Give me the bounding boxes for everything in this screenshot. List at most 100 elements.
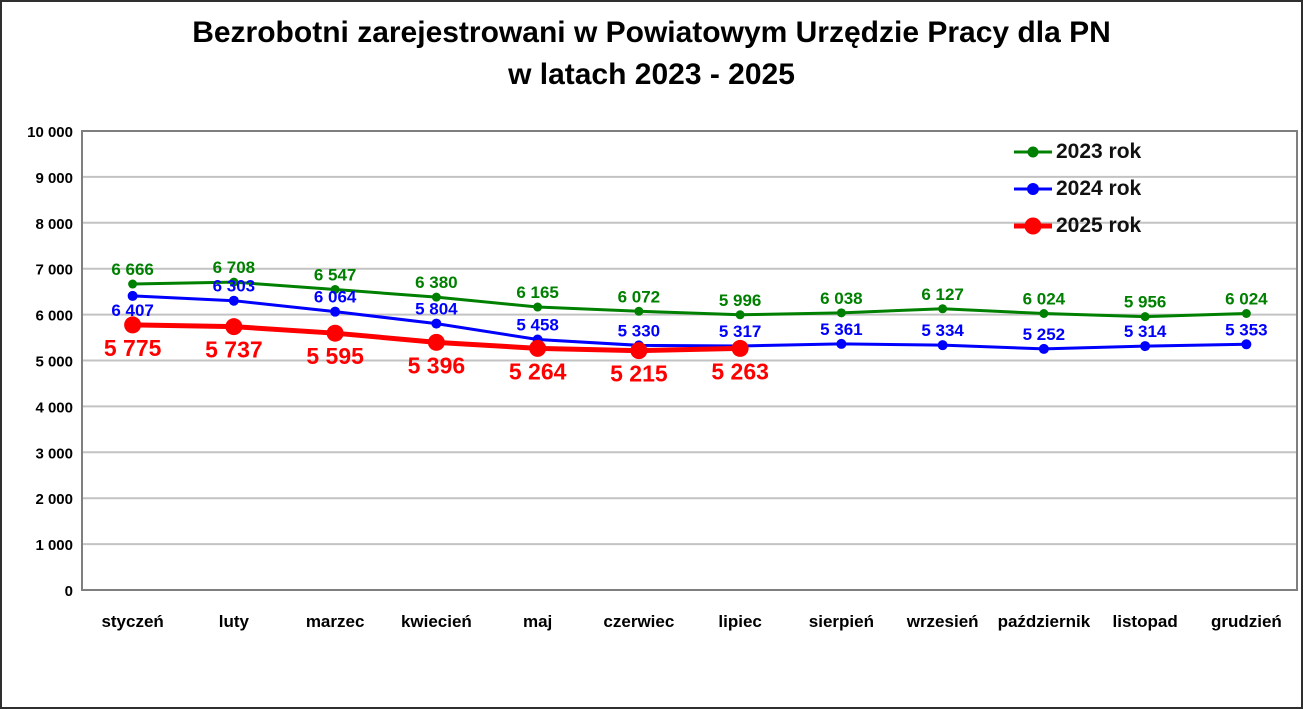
data-point-2023-rok	[128, 279, 138, 289]
data-point-2023-rok	[634, 306, 644, 316]
data-point-2025-rok	[731, 339, 749, 357]
data-label-2025-rok: 5 396	[408, 352, 466, 378]
x-tick-label: kwiecień	[401, 612, 472, 631]
x-tick-label: lipiec	[718, 612, 761, 631]
legend-item-2024[interactable]: 2024 rok	[1012, 170, 1141, 207]
data-point-2023-rok	[1140, 312, 1150, 322]
chart-title-line1: Bezrobotni zarejestrowani w Powiatowym U…	[192, 16, 1111, 49]
x-tick-label: sierpień	[809, 612, 874, 631]
data-point-2024-rok	[836, 338, 847, 349]
data-label-2023-rok: 6 380	[415, 273, 458, 292]
data-label-2023-rok: 5 996	[719, 291, 762, 310]
legend-label-2024: 2024 rok	[1056, 176, 1142, 200]
data-point-2024-rok	[228, 295, 239, 306]
data-label-2024-rok: 6 407	[111, 301, 154, 320]
legend-marker-2023-icon	[1014, 146, 1052, 157]
data-point-2024-rok	[330, 306, 341, 317]
data-point-2023-rok	[229, 277, 239, 287]
data-point-2025-rok	[326, 324, 344, 342]
x-tick-label: luty	[219, 612, 250, 631]
x-tick-label: czerwiec	[603, 612, 674, 631]
y-tick-label: 8 000	[35, 216, 73, 233]
data-label-2024-rok: 5 330	[618, 321, 661, 340]
data-point-2025-rok	[124, 316, 142, 334]
data-point-2023-rok	[1039, 308, 1049, 318]
data-point-2025-rok	[225, 318, 243, 336]
y-tick-label: 10 000	[27, 124, 73, 141]
y-tick-label: 6 000	[35, 308, 73, 325]
x-tick-label: grudzień	[1211, 612, 1282, 631]
y-tick-label: 4 000	[35, 399, 73, 416]
data-label-2024-rok: 5 458	[516, 315, 559, 334]
chart-title: Bezrobotni zarejestrowani w Powiatowym U…	[2, 12, 1301, 96]
y-tick-label: 1 000	[35, 537, 73, 554]
data-point-2023-rok	[735, 310, 745, 320]
series-line-2024-rok	[132, 294, 1247, 351]
data-point-2023-rok	[836, 308, 846, 318]
data-label-2024-rok: 5 314	[1124, 322, 1167, 341]
data-label-2023-rok: 6 666	[111, 260, 154, 279]
data-label-2024-rok: 5 334	[921, 321, 964, 340]
data-label-2024-rok: 6 303	[213, 277, 256, 296]
y-tick-label: 9 000	[35, 170, 73, 187]
x-tick-label: styczeń	[101, 612, 163, 631]
data-point-2023-rok	[1241, 308, 1251, 318]
data-label-2025-rok: 5 264	[509, 358, 567, 384]
y-tick-label: 7 000	[35, 262, 73, 279]
legend-label-2023: 2023 rok	[1056, 139, 1142, 163]
x-tick-label: listopad	[1113, 612, 1178, 631]
y-tick-label: 0	[65, 583, 73, 600]
legend-marker-2024-icon	[1014, 182, 1052, 195]
data-label-2024-rok: 5 353	[1225, 320, 1268, 339]
data-label-2023-rok: 5 956	[1124, 293, 1167, 312]
data-label-2023-rok: 6 165	[516, 283, 559, 302]
x-tick-label: wrzesień	[906, 612, 979, 631]
data-label-2023-rok: 6 024	[1225, 289, 1268, 308]
data-point-2023-rok	[938, 304, 948, 314]
data-label-2024-rok: 5 804	[415, 300, 458, 319]
data-label-2025-rok: 5 595	[306, 343, 364, 369]
data-point-2023-rok	[330, 284, 340, 294]
data-point-2025-rok	[529, 339, 547, 357]
data-label-2024-rok: 5 252	[1023, 325, 1066, 344]
data-label-2023-rok: 6 038	[820, 289, 863, 308]
series-line-2023-rok	[132, 280, 1247, 319]
chart-title-line2: w latach 2023 - 2025	[508, 58, 795, 91]
x-tick-label: marzec	[306, 612, 365, 631]
data-point-2025-rok	[630, 342, 648, 360]
data-label-2025-rok: 5 263	[711, 358, 769, 384]
data-point-2023-rok	[431, 292, 441, 302]
data-label-2023-rok: 6 072	[618, 287, 661, 306]
y-tick-label: 2 000	[35, 491, 73, 508]
data-label-2024-rok: 5 317	[719, 322, 762, 341]
data-label-2024-rok: 6 064	[314, 288, 357, 307]
legend-label-2025: 2025 rok	[1056, 213, 1142, 237]
legend-item-2023[interactable]: 2023 rok	[1012, 133, 1141, 170]
data-label-2025-rok: 5 215	[610, 361, 668, 387]
data-point-2024-rok	[431, 318, 442, 329]
data-label-2023-rok: 6 547	[314, 265, 357, 284]
data-point-2023-rok	[533, 302, 543, 312]
x-tick-label: październik	[998, 612, 1091, 631]
data-label-2025-rok: 5 775	[104, 335, 162, 361]
data-label-2023-rok: 6 024	[1023, 289, 1066, 308]
plot-border	[81, 130, 1298, 591]
data-label-2023-rok: 6 127	[921, 285, 964, 304]
data-label-2025-rok: 5 737	[205, 337, 263, 363]
data-point-2024-rok	[1241, 339, 1252, 350]
legend-item-2025[interactable]: 2025 rok	[1012, 207, 1141, 244]
y-tick-label: 3 000	[35, 445, 73, 462]
data-point-2024-rok	[127, 290, 138, 301]
legend-marker-2025-icon	[1014, 217, 1052, 234]
data-label-2024-rok: 5 361	[820, 320, 863, 339]
data-point-2024-rok	[937, 340, 948, 351]
data-label-2023-rok: 6 708	[213, 258, 256, 277]
data-point-2024-rok	[1140, 341, 1151, 352]
data-point-2024-rok	[1038, 343, 1049, 354]
data-point-2025-rok	[427, 333, 445, 351]
chart-legend: 2023 rok 2024 rok 2025 rok	[1012, 133, 1141, 244]
y-tick-label: 5 000	[35, 354, 73, 371]
x-tick-label: maj	[523, 612, 552, 631]
